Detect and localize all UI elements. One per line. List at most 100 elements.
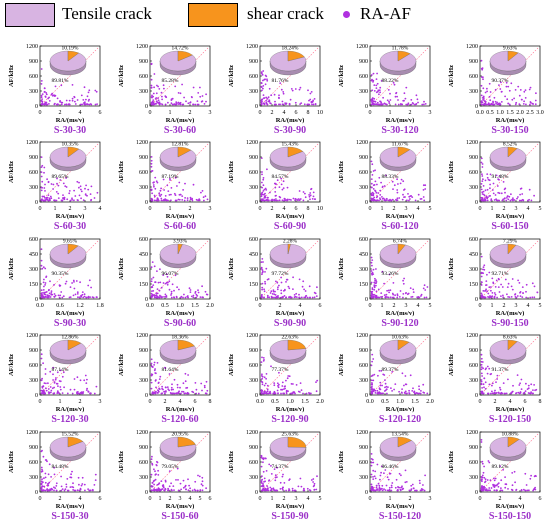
scatter-point <box>50 489 52 491</box>
scatter-point <box>169 470 171 472</box>
x-tick-label: 2 <box>409 110 412 116</box>
y-tick-label: 150 <box>139 282 148 288</box>
scatter-point <box>41 296 43 298</box>
scatter-point <box>78 182 80 184</box>
x-tick-label: 1 <box>159 496 162 502</box>
scatter-point <box>41 200 43 202</box>
scatter-point <box>175 479 177 481</box>
scatter-point <box>424 289 426 291</box>
scatter-point <box>316 475 318 477</box>
panel-title: S-120-120 <box>379 414 421 425</box>
panel-title: S-120-90 <box>271 414 308 425</box>
scatter-point <box>76 391 78 393</box>
scatter-point <box>153 490 155 492</box>
scatter-point <box>53 284 55 286</box>
scatter-point <box>404 188 406 190</box>
scatter-point <box>154 195 156 197</box>
scatter-point <box>521 296 523 298</box>
x-axis-label: RA/(ms/v) <box>276 117 305 124</box>
y-axis-label: AF/kHz <box>118 65 125 87</box>
scatter-point <box>294 490 296 492</box>
scatter-point <box>157 470 159 472</box>
scatter-point <box>483 383 485 385</box>
pie-label-shear: 9.63% <box>503 46 518 52</box>
scatter-point <box>202 480 204 482</box>
scatter-point <box>82 291 84 293</box>
scatter-point <box>55 86 57 88</box>
scatter-point <box>506 293 508 295</box>
scatter-point <box>485 189 487 191</box>
scatter-point <box>72 482 74 484</box>
scatter-point <box>181 84 183 86</box>
scatter-point <box>205 101 207 103</box>
scatter-point <box>372 80 374 82</box>
scatter-point <box>492 101 494 103</box>
scatter-point <box>96 386 98 388</box>
scatter-point <box>489 490 491 492</box>
scatter-point <box>262 88 264 90</box>
scatter-point <box>194 104 196 106</box>
panel-title: S-90-120 <box>381 318 418 329</box>
scatter-point <box>314 292 316 294</box>
x-tick-label: 3 <box>209 206 212 212</box>
scatter-point <box>422 484 424 486</box>
scatter-point <box>372 470 374 472</box>
scatter-point <box>380 472 382 474</box>
scatter-point <box>482 166 484 168</box>
scatter-point <box>56 191 58 193</box>
scatter-point <box>502 286 504 288</box>
scatter-point <box>154 73 156 75</box>
scatter-point <box>177 387 179 389</box>
scatter-point <box>66 486 68 488</box>
scatter-point <box>282 474 284 476</box>
scatter-point <box>263 391 265 393</box>
scatter-point <box>497 185 499 187</box>
scatter-point <box>86 388 88 390</box>
scatter-point <box>408 390 410 392</box>
scatter-point <box>391 485 393 487</box>
scatter-point <box>508 196 510 198</box>
scatter-point <box>44 190 46 192</box>
scatter-point <box>481 183 483 185</box>
scatter-point <box>180 489 182 491</box>
scatter-point <box>78 187 80 189</box>
scatter-point <box>69 297 71 299</box>
scatter-point <box>373 100 375 102</box>
scatter-point <box>198 104 200 106</box>
scatter-point <box>160 188 162 190</box>
scatter-point <box>90 199 92 201</box>
scatter-point <box>511 296 513 298</box>
scatter-point <box>531 200 533 202</box>
scatter-point <box>482 393 484 395</box>
panel-title: S-30-60 <box>164 125 196 136</box>
scatter-point <box>374 278 376 280</box>
scatter-point <box>371 199 373 201</box>
scatter-point <box>183 97 185 99</box>
scatter-point <box>495 101 497 103</box>
scatter-point <box>151 163 153 165</box>
scatter-point <box>515 102 517 104</box>
scatter-point <box>308 100 310 102</box>
scatter-point <box>151 190 153 192</box>
x-axis-label: RA/(ms/v) <box>386 213 415 220</box>
y-tick-label: 450 <box>139 252 148 258</box>
scatter-point <box>371 382 373 384</box>
pie-label-shear: 11.67% <box>392 142 409 148</box>
scatter-point <box>308 392 310 394</box>
scatter-point <box>46 488 48 490</box>
scatter-point <box>378 393 380 395</box>
scatter-point <box>481 95 483 97</box>
scatter-point <box>289 103 291 105</box>
scatter-point <box>390 289 392 291</box>
scatter-point <box>299 199 301 201</box>
scatter-point <box>155 391 157 393</box>
scatter-point <box>410 374 412 376</box>
scatter-point <box>96 296 98 298</box>
scatter-point <box>161 480 163 482</box>
scatter-point <box>491 391 493 393</box>
scatter-point <box>503 181 505 183</box>
scatter-point <box>372 97 374 99</box>
scatter-point <box>402 180 404 182</box>
scatter-point <box>42 385 44 387</box>
scatter-point <box>63 295 65 297</box>
